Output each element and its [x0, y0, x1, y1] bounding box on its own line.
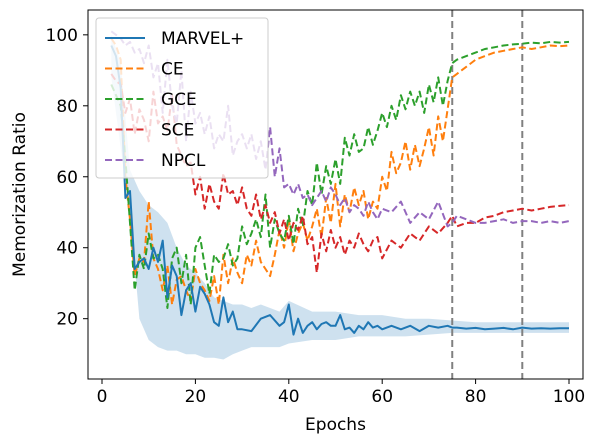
legend-label-marvel-: MARVEL+	[161, 29, 244, 49]
series-line-gce	[110, 40, 570, 309]
y-tick-label: 20	[56, 310, 78, 330]
legend-label-ce: CE	[161, 60, 184, 80]
y-tick-label: 40	[56, 239, 78, 259]
x-axis-title: Epochs	[305, 415, 366, 435]
x-axis-ticks: 0 20 40 60 80 100	[97, 379, 585, 407]
x-tick-label: 20	[185, 387, 207, 407]
y-axis-title: Memorization Ratio	[10, 112, 30, 277]
legend: MARVEL+ CE GCE SCE NPCL	[95, 17, 269, 179]
legend-label-gce: GCE	[161, 90, 197, 110]
y-tick-label: 80	[56, 97, 78, 117]
plot-frame	[87, 9, 584, 380]
x-tick-label: 0	[97, 387, 108, 407]
x-tick-label: 60	[371, 387, 393, 407]
legend-label-sce: SCE	[161, 121, 194, 141]
x-tick-label: 80	[465, 387, 487, 407]
vline-layer	[451, 10, 524, 379]
legend-box	[95, 17, 269, 179]
series-line-marvel-	[110, 45, 569, 336]
x-tick-label: 100	[553, 387, 585, 407]
y-axis-ticks: 20 40 60 80 100	[46, 26, 88, 330]
x-tick-label: 40	[278, 387, 300, 407]
y-tick-label: 60	[56, 168, 78, 188]
legend-label-npcl: NPCL	[161, 151, 206, 171]
series-line-ce	[110, 37, 570, 306]
y-tick-label: 100	[46, 26, 78, 46]
